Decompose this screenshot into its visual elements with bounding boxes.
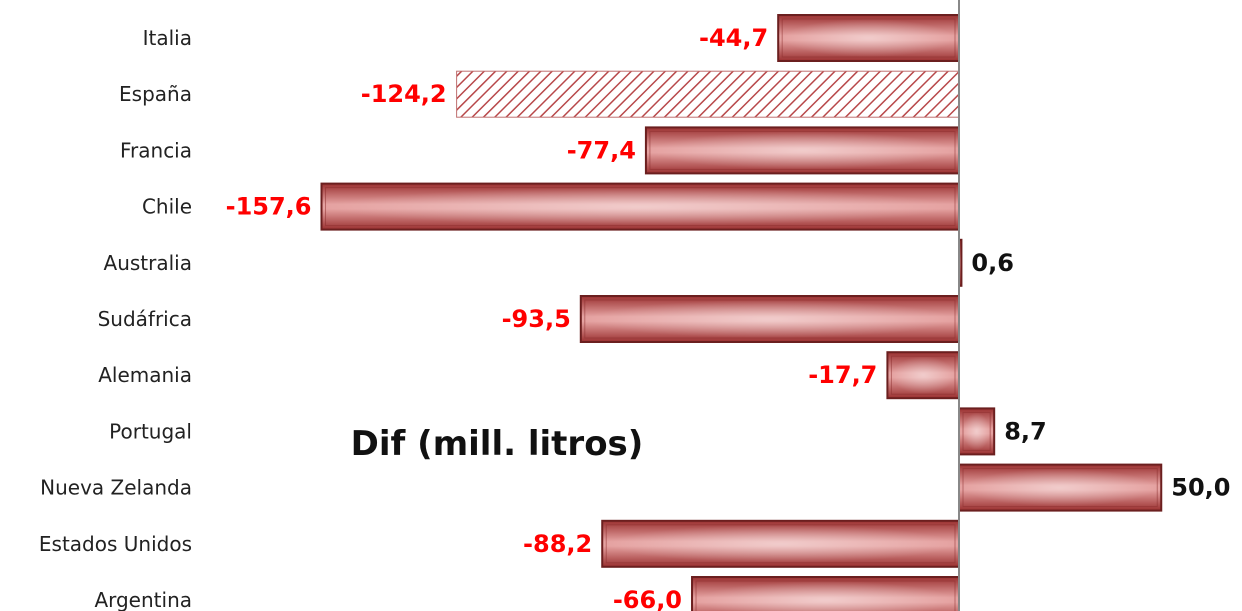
category-label-portugal: Portugal xyxy=(109,419,192,443)
category-labels: Italia España Francia Chile Australia Sudáfri… xyxy=(39,26,192,611)
value-label-francia: -77,4 xyxy=(567,136,636,164)
chart-title: Dif (mill. litros) xyxy=(351,424,644,464)
bar-sudafrica-highlight xyxy=(584,299,956,339)
category-label-sudafrica: Sudáfrica xyxy=(98,307,192,331)
category-label-chile: Chile xyxy=(142,195,192,219)
bar-nueva-zelanda xyxy=(958,463,1163,512)
bar-espana-rect xyxy=(456,70,960,118)
bar-argentina-highlight xyxy=(695,580,956,611)
category-label-argentina: Argentina xyxy=(94,588,192,611)
category-label-nueva-zelanda: Nueva Zelanda xyxy=(40,476,192,500)
value-label-estados-unidos: -88,2 xyxy=(523,530,592,558)
value-label-alemania: -17,7 xyxy=(808,361,877,389)
bar-italia xyxy=(777,14,960,62)
value-label-sudafrica: -93,5 xyxy=(502,305,571,333)
category-label-australia: Australia xyxy=(104,251,192,275)
category-label-espana: España xyxy=(119,82,192,106)
value-label-italia: -44,7 xyxy=(699,24,768,52)
bar-francia xyxy=(644,126,960,175)
bar-alemania xyxy=(886,351,960,400)
value-label-nueva-zelanda: 50,0 xyxy=(1171,474,1230,502)
bars-layer xyxy=(320,14,1163,611)
category-label-estados-unidos: Estados Unidos xyxy=(39,532,192,556)
value-label-portugal: 8,7 xyxy=(1004,417,1047,445)
bar-espana xyxy=(456,70,960,118)
category-label-francia: Francia xyxy=(120,138,192,162)
category-label-italia: Italia xyxy=(143,26,192,50)
bar-portugal xyxy=(958,407,996,456)
bar-sudafrica xyxy=(579,295,960,343)
bar-portugal-highlight xyxy=(962,411,991,451)
bar-chile-highlight xyxy=(325,187,956,227)
bar-estados-unidos-highlight xyxy=(605,524,956,564)
value-label-australia: 0,6 xyxy=(971,249,1014,277)
bar-italia-highlight xyxy=(781,18,956,58)
bar-chile xyxy=(320,182,960,231)
bar-nueva-zelanda-highlight xyxy=(962,468,1158,508)
value-label-chile: -157,6 xyxy=(226,193,312,221)
bar-alemania-highlight xyxy=(890,355,956,395)
category-label-alemania: Alemania xyxy=(98,363,192,387)
bar-francia-highlight xyxy=(649,130,956,170)
bar-argentina xyxy=(691,576,961,611)
value-label-argentina: -66,0 xyxy=(613,586,682,611)
bar-estados-unidos xyxy=(601,519,961,568)
value-label-espana: -124,2 xyxy=(361,80,447,108)
value-labels: -44,7 -124,2 -77,4 -157,6 0,6 -93,5 -17,7 8,7 50… xyxy=(226,24,1231,611)
